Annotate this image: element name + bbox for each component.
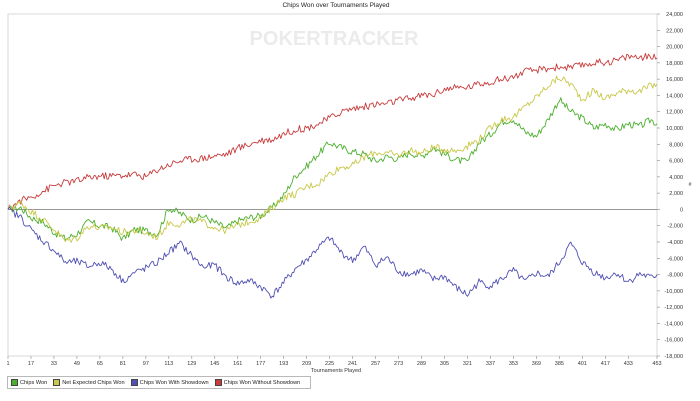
legend-item: Chips Won With Showdown <box>130 379 209 386</box>
legend-swatch <box>53 379 61 386</box>
x-tick-label: 353 <box>509 361 518 367</box>
x-tick-label: 401 <box>578 361 587 367</box>
y-tick-label: 4,000 <box>669 175 683 181</box>
y-tick-label: 14,000 <box>666 93 683 99</box>
x-tick-label: 305 <box>440 361 449 367</box>
x-tick-label: 369 <box>532 361 541 367</box>
x-tick-label: 337 <box>486 361 495 367</box>
y-tick-label: -18,000 <box>664 354 683 360</box>
x-axis-label: Tournaments Played <box>311 368 361 374</box>
x-tick-label: 241 <box>348 361 357 367</box>
legend-item: Chips Won Without Showdown <box>214 379 301 386</box>
legend-swatch <box>130 379 138 386</box>
series-line-chips-won <box>7 97 658 241</box>
y-tick-label: -12,000 <box>664 305 683 311</box>
x-tick-label: 209 <box>302 361 311 367</box>
x-axis: 1 17 33 49 65 81 97 113 129 145 161 177 193 209 225 241… <box>6 356 662 367</box>
y-tick-label: 18,000 <box>666 61 683 67</box>
x-tick-label: 273 <box>394 361 403 367</box>
x-tick-label: 161 <box>233 361 242 367</box>
legend-item: Net Expected Chips Won <box>53 379 125 386</box>
series-line-chips-won-with-showdown <box>7 206 658 299</box>
y-tick-label: 0 <box>680 207 683 213</box>
y-tick-label: -10,000 <box>664 289 683 295</box>
y-tick-label: -2,000 <box>667 224 683 230</box>
y-tick-label: 10,000 <box>666 126 683 132</box>
legend: Chips Won Net Expected Chips Won Chips Won… <box>7 376 311 389</box>
y-tick-label: 8,000 <box>669 142 683 148</box>
x-tick-label: 177 <box>256 361 265 367</box>
x-tick-label: 33 <box>51 361 57 367</box>
y-tick-label: 22,000 <box>666 28 683 34</box>
y-tick-label: 24,000 <box>666 12 683 18</box>
plot-area <box>7 13 658 357</box>
legend-label: Chips Won Without Showdown <box>223 379 301 386</box>
x-tick-label: 145 <box>210 361 219 367</box>
x-tick-label: 1 <box>6 361 9 367</box>
x-tick-label: 321 <box>463 361 472 367</box>
series-layer <box>7 52 658 299</box>
legend-swatch <box>11 379 18 386</box>
x-tick-label: 97 <box>143 361 149 367</box>
x-tick-label: 65 <box>97 361 103 367</box>
y-tick-label: -8,000 <box>667 273 683 279</box>
x-tick-label: 225 <box>325 361 334 367</box>
legend-label: Net Expected Chips Won <box>62 379 125 386</box>
y-axis: 24,000 22,000 20,000 18,000 16,000 14,000 12,0… <box>657 12 683 360</box>
legend-swatch <box>214 379 222 386</box>
chart-title: Chips Won over Tournaments Played <box>282 2 389 9</box>
x-tick-label: 453 <box>652 361 661 367</box>
x-tick-label: 49 <box>74 361 80 367</box>
x-tick-label: 433 <box>624 361 633 367</box>
y-tick-label: -16,000 <box>664 338 683 344</box>
x-tick-label: 417 <box>601 361 610 367</box>
y-axis-marker: # <box>688 182 692 188</box>
y-tick-label: -4,000 <box>667 240 683 246</box>
legend-item: Chips Won <box>11 379 47 386</box>
y-tick-label: 2,000 <box>669 191 683 197</box>
y-tick-label: 20,000 <box>666 45 683 51</box>
x-tick-label: 129 <box>187 361 196 367</box>
series-line-chips-won-without-showdown <box>7 52 658 211</box>
x-tick-label: 257 <box>371 361 380 367</box>
x-tick-label: 17 <box>28 361 34 367</box>
series-line-net-expected-chips-won <box>7 75 658 243</box>
x-tick-label: 289 <box>417 361 426 367</box>
x-tick-label: 113 <box>164 361 173 367</box>
legend-label: Chips Won <box>20 379 48 386</box>
legend-label: Chips Won With Showdown <box>139 379 209 386</box>
x-tick-label: 193 <box>279 361 288 367</box>
y-tick-label: 12,000 <box>666 110 683 116</box>
y-tick-label: -6,000 <box>667 256 683 262</box>
y-tick-label: -14,000 <box>664 321 683 327</box>
x-tick-label: 385 <box>555 361 564 367</box>
y-tick-label: 6,000 <box>669 159 683 165</box>
y-tick-label: 16,000 <box>666 77 683 83</box>
x-tick-label: 81 <box>120 361 126 367</box>
chart-watermark: POKERTRACKER <box>250 28 419 50</box>
